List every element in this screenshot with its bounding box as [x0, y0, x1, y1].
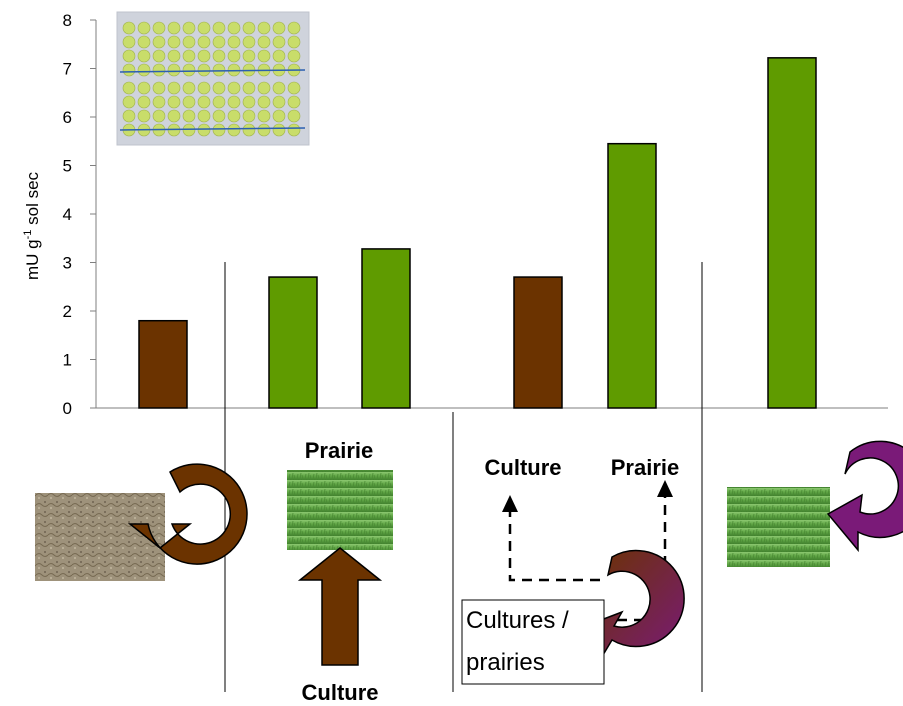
purple-cycle-arrow-icon	[826, 440, 903, 553]
y-tick-label: 4	[63, 205, 72, 224]
bar-4	[513, 276, 563, 409]
y-tick-label: 1	[63, 351, 72, 370]
dashed-arrowhead-right-icon	[657, 480, 673, 497]
brown-up-arrow-icon	[297, 547, 383, 666]
group3-right-label: Prairie	[611, 455, 680, 480]
grass-photo-4	[727, 487, 830, 567]
bar-5	[607, 142, 657, 409]
y-tick-label: 8	[63, 11, 72, 30]
bar-2	[268, 276, 318, 409]
y-tick-label: 2	[63, 302, 72, 321]
y-tick-label: 6	[63, 108, 72, 127]
mixed-cycle-arrow-icon	[587, 549, 685, 662]
bar-1	[138, 319, 188, 409]
mix-label-box	[461, 599, 605, 685]
y-tick-label: 5	[63, 157, 72, 176]
dashed-branch-arrows	[508, 495, 667, 622]
dashed-arrowhead-left-icon	[502, 495, 518, 512]
plate-photo	[116, 11, 310, 146]
soil-photo	[35, 493, 165, 581]
y-tick-label: 7	[63, 60, 72, 79]
y-tick-label: 0	[63, 399, 72, 418]
mix-label-line1: Cultures /	[466, 607, 569, 634]
y-axis	[90, 19, 97, 409]
bar-3	[361, 248, 411, 409]
grass-photo-2	[287, 470, 393, 550]
group3-left-label: Culture	[485, 455, 562, 480]
group2-bottom-label: Culture	[302, 680, 379, 705]
brown-cycle-arrow-icon	[127, 463, 248, 565]
mix-label-line2: prairies	[466, 649, 545, 676]
y-tick-label: 3	[63, 254, 72, 273]
bar-6	[767, 57, 817, 409]
y-axis-label: mU g-1 sol sec	[22, 171, 42, 280]
group2-top-label: Prairie	[305, 438, 374, 463]
